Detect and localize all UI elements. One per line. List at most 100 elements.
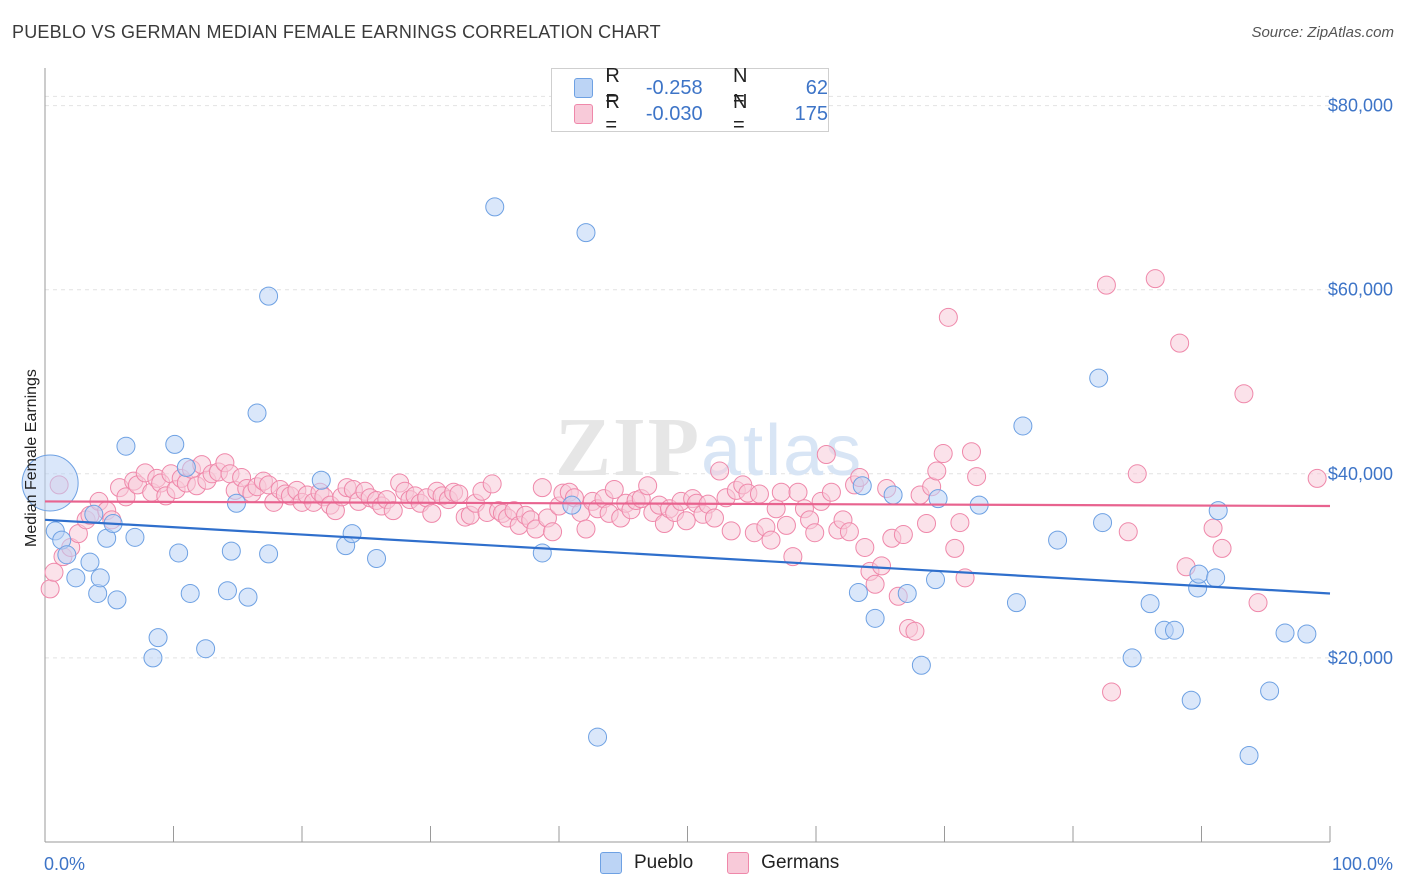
chart-title: PUEBLO VS GERMAN MEDIAN FEMALE EARNINGS … — [12, 22, 661, 42]
point-germans — [576, 519, 596, 539]
series-label-germans: Germans — [761, 852, 840, 873]
trend-lines — [44, 500, 1331, 595]
trend-line-pueblo — [44, 518, 1331, 595]
point-pueblo — [196, 639, 216, 659]
point-germans — [872, 556, 892, 576]
watermark-atlas: atlas — [701, 411, 863, 491]
point-pueblo — [1122, 648, 1142, 668]
point-germans — [839, 522, 859, 542]
data-points — [21, 197, 1327, 765]
point-pueblo — [217, 581, 237, 601]
point-germans — [40, 579, 60, 599]
point-pueblo — [1239, 745, 1259, 765]
point-germans — [1203, 518, 1223, 538]
series-legend-pueblo[interactable]: Pueblo — [600, 852, 693, 874]
point-germans — [721, 521, 741, 541]
legend-swatch-pueblo — [574, 78, 594, 98]
point-pueblo — [84, 504, 104, 524]
point-germans — [945, 538, 965, 558]
point-germans — [422, 503, 442, 523]
point-germans — [676, 511, 696, 531]
x-tick-label-max: 100.0% — [1332, 854, 1393, 874]
point-germans — [704, 508, 724, 528]
point-pueblo — [21, 454, 79, 512]
point-germans — [1096, 275, 1116, 295]
point-germans — [933, 444, 953, 464]
point-pueblo — [1093, 513, 1113, 533]
point-germans — [950, 513, 970, 533]
point-germans — [805, 523, 825, 543]
legend-swatch-germans — [574, 104, 594, 124]
point-pueblo — [247, 403, 267, 423]
y-tick-label: $20,000 — [1328, 648, 1393, 668]
point-germans — [1145, 269, 1165, 289]
series-legend-germans[interactable]: Germans — [727, 852, 839, 874]
point-pueblo — [883, 485, 903, 505]
point-germans — [638, 476, 658, 496]
point-pueblo — [1208, 501, 1228, 521]
point-pueblo — [259, 544, 279, 564]
point-pueblo — [1275, 623, 1295, 643]
point-germans — [788, 482, 808, 502]
point-pueblo — [1297, 624, 1317, 644]
series-swatch-germans — [727, 852, 750, 874]
chart-source: Source: ZipAtlas.com — [1251, 24, 1394, 41]
y-axis-label: Median Female Earnings — [23, 369, 40, 547]
point-germans — [1234, 384, 1254, 404]
point-pueblo — [226, 493, 246, 513]
point-germans — [855, 537, 875, 557]
point-germans — [967, 467, 987, 487]
point-pueblo — [1048, 530, 1068, 550]
point-pueblo — [562, 495, 582, 515]
point-germans — [1127, 464, 1147, 484]
stats-legend: R = -0.258 N = 62 R = -0.030 N = 175 — [551, 65, 829, 136]
x-tick-label-min: 0.0% — [44, 854, 85, 874]
point-germans — [1118, 522, 1138, 542]
point-germans — [771, 482, 791, 502]
point-germans — [917, 514, 937, 534]
point-germans — [776, 515, 796, 535]
point-pueblo — [311, 470, 331, 490]
point-pueblo — [57, 545, 77, 565]
point-pueblo — [342, 524, 362, 544]
point-pueblo — [1260, 681, 1280, 701]
watermark-zip: ZIP — [555, 401, 701, 494]
point-germans — [482, 474, 502, 494]
point-germans — [749, 484, 769, 504]
point-pueblo — [576, 223, 596, 243]
legend-r-value: -0.030 — [645, 102, 703, 125]
point-pueblo — [485, 197, 505, 217]
series-legend: Pueblo Germans — [600, 852, 873, 874]
point-pueblo — [865, 608, 885, 628]
point-pueblo — [852, 476, 872, 496]
legend-r-label: R = — [605, 91, 620, 136]
point-germans — [449, 484, 469, 504]
point-germans — [893, 525, 913, 545]
point-germans — [604, 479, 624, 499]
point-pueblo — [588, 727, 608, 747]
point-germans — [1307, 468, 1327, 488]
point-pueblo — [1013, 416, 1033, 436]
point-pueblo — [367, 548, 387, 568]
point-pueblo — [148, 628, 168, 648]
legend-r-value: -0.258 — [645, 76, 703, 99]
point-germans — [1170, 333, 1190, 353]
point-germans — [783, 547, 803, 567]
series-swatch-pueblo — [600, 852, 622, 874]
point-pueblo — [926, 570, 946, 590]
watermark: ZIPatlas — [555, 401, 863, 494]
point-pueblo — [1165, 620, 1185, 640]
point-pueblo — [66, 568, 86, 588]
point-germans — [1102, 682, 1122, 702]
point-pueblo — [143, 648, 163, 668]
point-pueblo — [911, 655, 931, 675]
legend-r-label: R = — [605, 65, 620, 110]
series-label-pueblo: Pueblo — [634, 852, 694, 873]
legend-row-germans: R = -0.030 N = 175 — [574, 91, 828, 136]
point-pueblo — [221, 541, 241, 561]
gridlines — [45, 95, 1330, 659]
legend-n-label: N = — [733, 91, 748, 136]
point-pueblo — [1189, 564, 1209, 584]
point-pueblo — [180, 583, 200, 603]
